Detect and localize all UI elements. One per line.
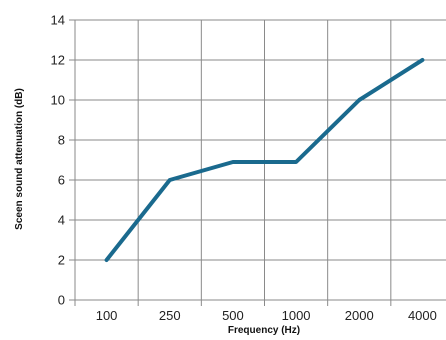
x-tick-label: 250 — [159, 308, 181, 323]
x-axis-title: Frequency (Hz) — [228, 325, 300, 336]
x-tick-label: 4000 — [408, 308, 437, 323]
y-axis-title: Sceen sound attenuation (dB) — [14, 88, 25, 230]
y-tick-label: 8 — [58, 133, 65, 148]
x-tick-label: 500 — [222, 308, 244, 323]
y-tick-label: 14 — [51, 13, 65, 28]
y-tick-label: 6 — [58, 173, 65, 188]
y-axis-tick-labels: 0 2 4 6 8 10 12 14 — [51, 13, 65, 308]
y-tick-label: 0 — [58, 293, 65, 308]
grid-lines — [69, 19, 446, 306]
y-tick-label: 10 — [51, 93, 65, 108]
series-line-0 — [104, 58, 425, 262]
y-tick-label: 2 — [58, 253, 65, 268]
x-axis-tick-labels: 100 250 500 1000 2000 4000 — [96, 308, 437, 323]
x-tick-label: 100 — [96, 308, 118, 323]
y-tick-label: 4 — [58, 213, 65, 228]
x-tick-label: 1000 — [282, 308, 311, 323]
y-tick-label: 12 — [51, 53, 65, 68]
series-lines — [104, 58, 425, 262]
x-tick-label: 2000 — [345, 308, 374, 323]
